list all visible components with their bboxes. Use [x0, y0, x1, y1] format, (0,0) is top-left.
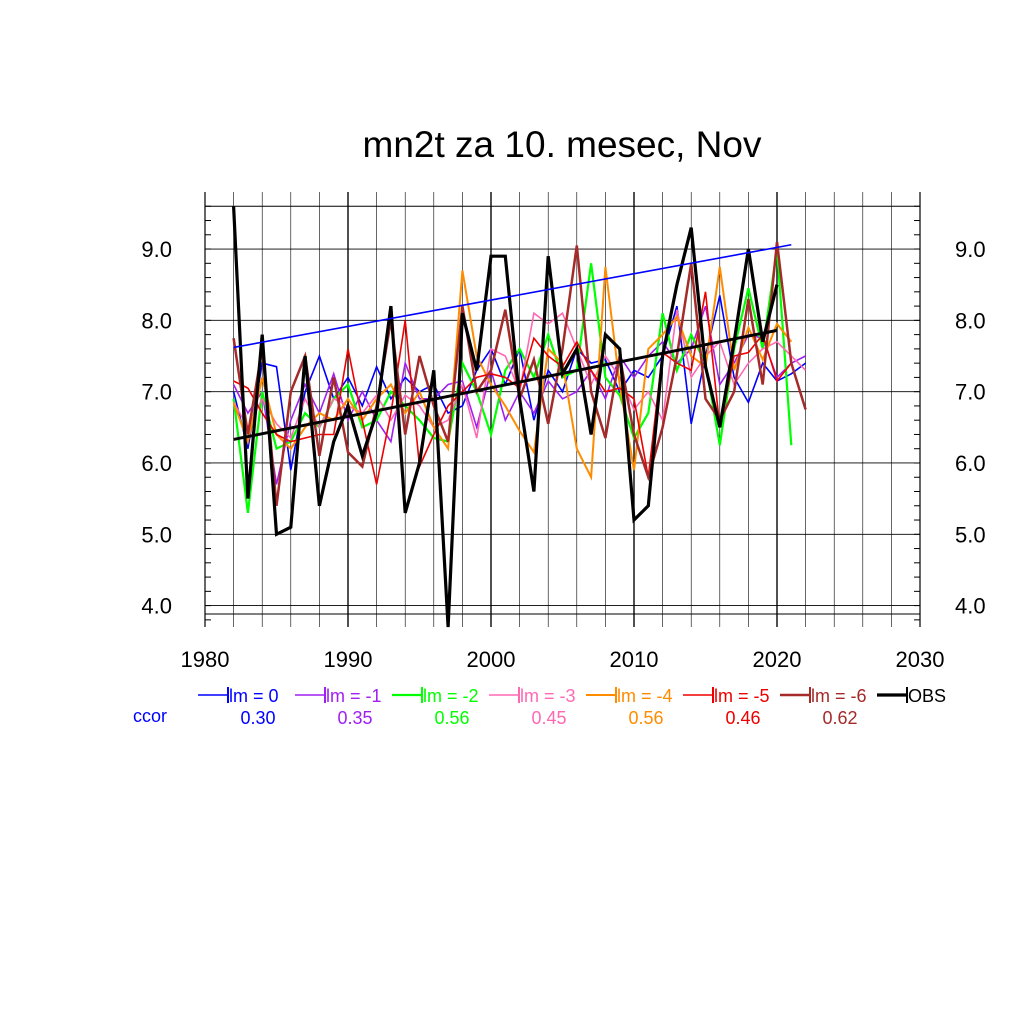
y-tick-label: 5.0: [141, 522, 172, 547]
legend-label: lm = -2: [423, 686, 479, 706]
chart-title: mn2t za 10. mesec, Nov: [363, 124, 762, 165]
y-tick-label-right: 4.0: [955, 594, 986, 619]
x-tick-label: 1980: [181, 647, 230, 672]
ccor-label: ccor: [133, 706, 167, 726]
y-tick-label-right: 8.0: [955, 308, 986, 333]
legend-label: lm = -3: [520, 686, 576, 706]
x-tick-label: 2020: [753, 647, 802, 672]
x-tick-label: 2010: [610, 647, 659, 672]
x-tick-label: 1990: [324, 647, 373, 672]
y-tick-label-right: 9.0: [955, 237, 986, 262]
legend-label: lm = -6: [811, 686, 867, 706]
legend-label: lm = -5: [714, 686, 770, 706]
ccor-value: 0.35: [337, 708, 372, 728]
y-tick-label: 4.0: [141, 594, 172, 619]
y-tick-label: 7.0: [141, 380, 172, 405]
series-group: [232, 206, 807, 628]
series-line: [232, 206, 779, 628]
ccor-value: 0.46: [725, 708, 760, 728]
x-tick-label: 2030: [896, 647, 945, 672]
ccor-value: 0.56: [434, 708, 469, 728]
y-tick-label: 8.0: [141, 308, 172, 333]
y-tick-label-right: 7.0: [955, 380, 986, 405]
y-tick-label: 6.0: [141, 451, 172, 476]
legend-label: lm = 0: [229, 686, 279, 706]
trend-line: [233, 328, 778, 441]
trend-line: [233, 243, 792, 349]
y-tick-label-right: 5.0: [955, 522, 986, 547]
ccor-value: 0.56: [628, 708, 663, 728]
legend-label: lm = -4: [617, 686, 673, 706]
ccor-value: 0.45: [531, 708, 566, 728]
ccor-value: 0.30: [240, 708, 275, 728]
y-tick-label-right: 6.0: [955, 451, 986, 476]
legend-label: lm = -1: [326, 686, 382, 706]
axes: 4.0 4.0 5.0 5.0 6.0 6.0 7.0 7.0 8.0 8.0 9.0 9.0 1980…: [141, 205, 986, 672]
ccor-value: 0.62: [822, 708, 857, 728]
y-tick-label: 9.0: [141, 237, 172, 262]
x-tick-label: 2000: [467, 647, 516, 672]
legend-label: OBS: [908, 686, 946, 706]
